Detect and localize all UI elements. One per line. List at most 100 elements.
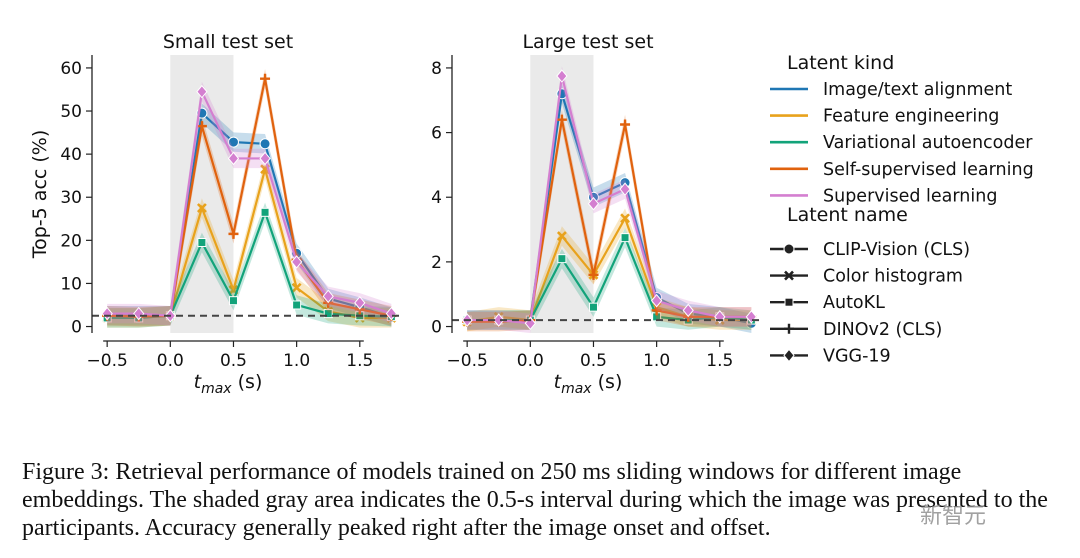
data-point — [259, 151, 271, 166]
data-point — [556, 114, 567, 125]
confidence-band — [467, 109, 752, 332]
data-point — [588, 269, 599, 280]
figure-caption: Figure 3: Retrieval performance of model… — [22, 459, 1048, 541]
data-point — [587, 196, 600, 211]
legend-name-label: DINOv2 (CLS) — [823, 320, 942, 340]
y-tick-label: 30 — [60, 188, 82, 208]
legend-name-marker — [784, 323, 794, 334]
y-tick-label: 0 — [71, 318, 82, 338]
x-tick-label: 1.0 — [283, 351, 310, 371]
legend-kind-label: Supervised learning — [823, 186, 997, 206]
legend-name-label: Color histogram — [823, 267, 963, 287]
data-point — [227, 151, 240, 166]
data-point — [259, 138, 271, 150]
data-point — [228, 228, 239, 239]
x-label-sub: max — [561, 381, 592, 397]
y-tick-label: 20 — [60, 231, 82, 251]
y-axis-label: Top-5 acc (%) — [29, 130, 51, 260]
x-tick-label: 0.0 — [517, 351, 544, 371]
panel-large-test-set: 0 2 4 6 8 −0.5 0.0 0.5 1.0 1.5 Large test set tmax … — [431, 31, 764, 397]
data-point — [323, 309, 333, 319]
series-plus — [462, 109, 757, 332]
x-label-unit: (s) — [232, 371, 263, 393]
series-line — [467, 119, 752, 323]
data-point — [650, 293, 663, 308]
confidence-band — [107, 81, 392, 326]
series-line — [107, 78, 392, 318]
x-label-main: t — [554, 371, 563, 393]
series-plus — [102, 68, 397, 327]
x-tick-label: 0.5 — [580, 351, 607, 371]
y-tick-label: 4 — [431, 188, 442, 208]
x-tick-label: 1.5 — [346, 351, 373, 371]
legend-kind-label: Self-supervised learning — [823, 160, 1034, 180]
legend-name-marker — [784, 297, 794, 307]
x-tick-label: −0.5 — [447, 351, 488, 371]
x-label-main: t — [194, 371, 203, 393]
x-axis-label: tmax (s) — [194, 371, 263, 397]
legend-name-marker — [783, 243, 795, 255]
data-point — [619, 182, 631, 196]
legend-kind-title: Latent kind — [787, 52, 894, 74]
legend-name-marker — [784, 270, 794, 281]
legend-name-label: CLIP-Vision (CLS) — [823, 240, 970, 260]
data-point — [556, 69, 568, 83]
x-tick-label: −0.5 — [87, 351, 128, 371]
y-tick-label: 8 — [431, 59, 442, 79]
data-point — [290, 255, 303, 269]
data-point — [524, 316, 536, 331]
data-point — [557, 254, 567, 264]
data-point — [197, 237, 207, 247]
data-point — [196, 203, 207, 213]
data-point — [196, 121, 207, 132]
data-point — [556, 231, 567, 241]
y-tick-label: 40 — [60, 145, 82, 165]
data-point — [322, 289, 334, 304]
x-tick-label: 0.5 — [220, 351, 247, 371]
x-label-unit: (s) — [592, 371, 623, 393]
confidence-band — [467, 66, 752, 334]
data-point — [493, 313, 505, 327]
data-point — [101, 306, 113, 321]
data-point — [196, 84, 208, 99]
x-tick-label: 1.0 — [643, 351, 670, 371]
y-tick-label: 0 — [431, 318, 442, 338]
data-point — [354, 296, 366, 310]
watermark: 新智元 — [920, 504, 987, 529]
data-point — [588, 302, 598, 312]
y-tick-label: 50 — [60, 102, 82, 122]
legend-name-label: AutoKL — [823, 293, 885, 313]
chart-title: Large test set — [522, 31, 653, 53]
data-point — [620, 119, 631, 130]
y-tick-label: 10 — [60, 274, 82, 294]
data-point — [291, 282, 302, 293]
y-tick-label: 60 — [60, 59, 82, 79]
data-point — [133, 306, 145, 321]
legend-name-title: Latent name — [787, 204, 908, 226]
series-line — [467, 75, 752, 325]
data-point — [228, 296, 238, 306]
series-line — [107, 87, 392, 317]
data-point — [227, 136, 239, 148]
panel-small-test-set: 0 10 20 30 40 50 60 −0.5 0.0 0.5 1.0 1.5 Small test … — [29, 31, 404, 397]
legend-name-marker — [783, 348, 795, 363]
x-tick-label: 0.0 — [157, 351, 184, 371]
data-point — [620, 233, 630, 243]
legend-kind-label: Image/text alignment — [823, 80, 1012, 100]
data-point — [260, 207, 270, 217]
data-point — [620, 213, 630, 224]
legend: Latent kind Image/text alignment Feature e… — [770, 52, 1034, 366]
x-axis-label: tmax (s) — [554, 371, 623, 397]
legend-kind-label: Feature engineering — [823, 107, 999, 127]
legend-name-label: VGG-19 — [823, 346, 891, 366]
data-point — [260, 73, 271, 84]
stimulus-shade — [170, 55, 234, 333]
confidence-band — [107, 68, 392, 327]
data-point — [682, 303, 694, 318]
x-tick-label: 1.5 — [706, 351, 733, 371]
legend-kind-label: Variational autoencoder — [823, 133, 1033, 153]
series-diamond — [461, 66, 758, 334]
data-point — [292, 300, 302, 310]
y-tick-label: 2 — [431, 253, 442, 273]
series-diamond — [101, 81, 398, 326]
